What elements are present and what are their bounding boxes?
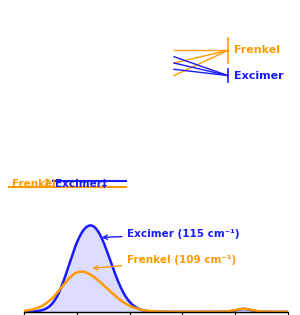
Text: Excimer‡: Excimer‡ — [56, 179, 107, 189]
Text: Excimer: Excimer — [234, 71, 284, 81]
Text: ↕: ↕ — [41, 178, 52, 191]
Text: Frenkel (109 cm⁻¹): Frenkel (109 cm⁻¹) — [94, 255, 237, 270]
Text: Excimer (115 cm⁻¹): Excimer (115 cm⁻¹) — [103, 229, 240, 239]
Text: Frenkel: Frenkel — [234, 45, 280, 55]
Text: Frenkel: Frenkel — [12, 179, 56, 189]
